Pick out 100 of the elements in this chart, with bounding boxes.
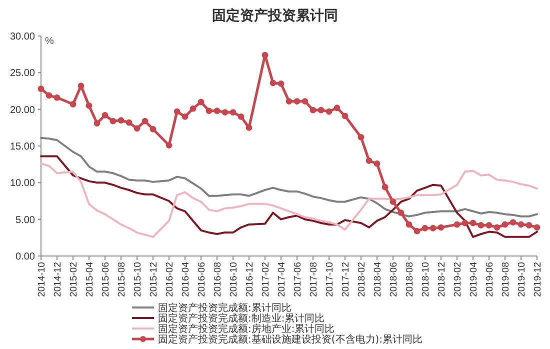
point (494, 224, 500, 231)
x-tick-label: 2017-12 (340, 262, 352, 297)
point (510, 219, 516, 226)
point (94, 120, 100, 126)
point (406, 221, 412, 228)
x-tick-label: 2018-10 (420, 262, 432, 297)
x-tick-label: 2015-12 (148, 262, 160, 297)
x-tick-label: 2014-10 (36, 262, 48, 297)
x-tick-label: 2018-12 (436, 262, 448, 297)
point (366, 157, 372, 164)
x-tick-label: 2016-08 (212, 262, 224, 297)
point (390, 198, 396, 205)
y-tick-label: 10.00 (10, 178, 36, 190)
legend-label: 固定资产投资完成额:基础设施建设投资(不含电力):累计同比 (158, 334, 423, 346)
x-tick-label: 2016-02 (164, 262, 176, 297)
point (382, 184, 388, 190)
legend-label: 固定资产投资完成额:房地产业:累计同比 (158, 323, 335, 335)
legend-label: 固定资产投资完成额:制造业:累计同比 (158, 312, 325, 324)
point (374, 160, 380, 167)
point (238, 113, 244, 120)
point (174, 108, 180, 115)
point (198, 98, 204, 106)
point (462, 220, 468, 226)
point (342, 112, 348, 120)
x-tick-label: 2019-06 (484, 262, 496, 297)
point (502, 221, 508, 228)
point (310, 106, 316, 114)
point (150, 126, 156, 132)
point (270, 80, 276, 86)
y-tick-label: 5.00 (16, 214, 36, 226)
point (526, 222, 532, 228)
x-tick-label: 2019-02 (452, 262, 464, 297)
point (294, 98, 300, 104)
point (438, 224, 444, 231)
point (278, 80, 284, 87)
x-tick-label: 2014-12 (52, 262, 64, 297)
point (126, 119, 132, 126)
x-tick-label: 2017-10 (324, 262, 336, 297)
x-tick-label: 2016-12 (244, 262, 256, 297)
point (166, 142, 172, 148)
point (38, 86, 44, 92)
point (286, 98, 292, 104)
x-tick-label: 2018-04 (372, 262, 384, 297)
point (534, 224, 540, 231)
x-tick-label: 2019-12 (532, 262, 544, 297)
point (262, 52, 268, 58)
x-tick-label: 2016-06 (196, 262, 208, 297)
x-tick-label: 2017-04 (276, 262, 288, 297)
point (182, 113, 188, 120)
point (414, 228, 420, 234)
chart-title: 固定资产投资累计同 (212, 7, 338, 24)
x-tick-label: 2018-08 (404, 262, 416, 297)
point (118, 117, 124, 124)
point (78, 82, 84, 90)
point (326, 108, 332, 115)
point (430, 224, 436, 232)
x-tick-label: 2017-06 (292, 262, 304, 297)
y-tick-label: 25.00 (10, 68, 36, 80)
point (246, 124, 252, 131)
point (46, 92, 52, 99)
point (454, 221, 460, 228)
y-tick-label: 0.00 (16, 252, 36, 262)
point (102, 112, 108, 118)
point (134, 125, 140, 132)
x-tick-label: 2015-08 (116, 262, 128, 297)
x-tick-label: 2017-02 (260, 262, 272, 297)
point (54, 94, 60, 101)
x-tick-label: 2019-08 (500, 262, 512, 297)
point (478, 222, 484, 228)
x-tick-label: 2019-04 (468, 262, 480, 297)
y-tick-label: 20.00 (10, 104, 36, 116)
y-tick-label: 15.00 (10, 142, 36, 152)
point (334, 104, 340, 112)
x-tick-label: 2016-04 (180, 262, 192, 297)
x-tick-label: 2018-06 (388, 262, 400, 297)
point (486, 222, 492, 228)
point (206, 108, 212, 114)
x-tick-label: 2015-06 (100, 262, 112, 297)
point (214, 108, 220, 114)
point (70, 101, 76, 108)
point (222, 109, 228, 116)
point (470, 220, 476, 226)
point (318, 106, 324, 114)
y-axis-title: % (45, 36, 54, 47)
legend-label: 固定资产投资完成额:累计同比 (158, 302, 292, 314)
point (398, 210, 404, 216)
x-tick-label: 2017-08 (308, 262, 320, 297)
x-tick-label: 2015-04 (84, 262, 96, 297)
x-tick-label: 2016-10 (228, 262, 240, 297)
point (190, 105, 196, 112)
y-tick-label: 30.00 (10, 32, 36, 42)
point (422, 224, 428, 232)
point (142, 118, 148, 124)
point (518, 221, 524, 228)
point (358, 134, 364, 140)
x-tick-label: 2019-10 (516, 262, 528, 297)
x-tick-label: 2015-02 (68, 262, 80, 297)
point (110, 118, 116, 124)
point (302, 98, 308, 104)
point (230, 109, 236, 116)
